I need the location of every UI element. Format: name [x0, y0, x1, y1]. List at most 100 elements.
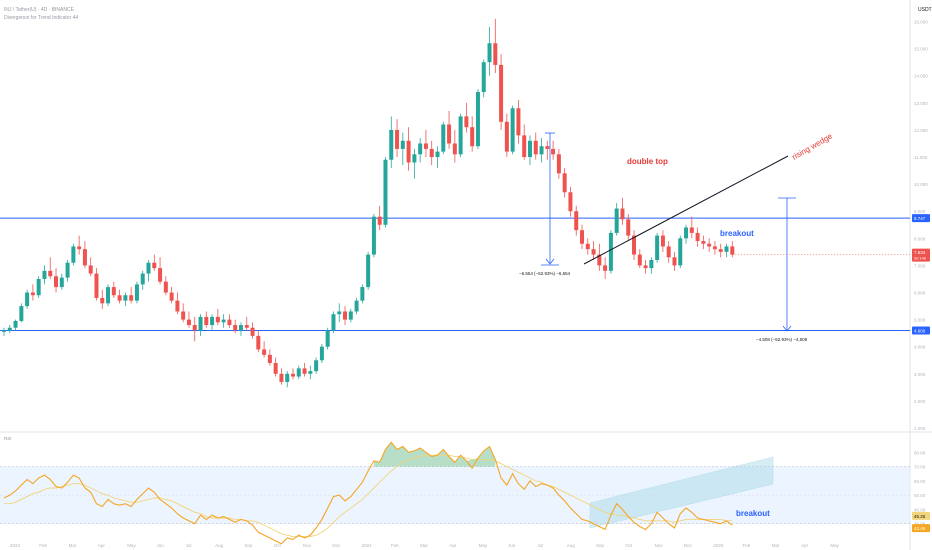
rising-wedge-line[interactable]	[583, 155, 789, 265]
candle-body[interactable]	[117, 295, 122, 301]
candle-body[interactable]	[30, 292, 35, 296]
candle-body[interactable]	[632, 235, 637, 255]
candle-body[interactable]	[527, 140, 532, 158]
candle-body[interactable]	[643, 265, 648, 269]
candle-body[interactable]	[59, 277, 64, 288]
candle-body[interactable]	[597, 254, 602, 266]
candle-body[interactable]	[88, 265, 93, 274]
candle-body[interactable]	[319, 346, 324, 361]
candle-body[interactable]	[608, 232, 613, 271]
candle-body[interactable]	[285, 373, 290, 382]
candle-body[interactable]	[718, 249, 723, 252]
candle-body[interactable]	[562, 173, 567, 193]
candle-body[interactable]	[701, 241, 706, 244]
candle-body[interactable]	[308, 371, 313, 374]
candle-body[interactable]	[678, 238, 683, 266]
candle-body[interactable]	[215, 316, 220, 323]
candle-body[interactable]	[48, 270, 53, 277]
candle-body[interactable]	[71, 246, 76, 263]
candle-body[interactable]	[539, 146, 544, 155]
candle-body[interactable]	[493, 43, 498, 65]
candle-body[interactable]	[163, 281, 168, 293]
candle-body[interactable]	[614, 208, 619, 233]
candle-body[interactable]	[724, 246, 729, 252]
candle-body[interactable]	[204, 316, 209, 326]
candle-body[interactable]	[666, 246, 671, 258]
candle-body[interactable]	[672, 257, 677, 266]
candle-body[interactable]	[435, 151, 440, 158]
candle-body[interactable]	[423, 143, 428, 149]
candle-body[interactable]	[522, 135, 527, 158]
candle-body[interactable]	[291, 373, 295, 377]
candle-body[interactable]	[730, 246, 735, 255]
candle-body[interactable]	[447, 124, 452, 144]
candle-body[interactable]	[134, 284, 139, 301]
candle-body[interactable]	[314, 360, 319, 372]
candle-body[interactable]	[580, 230, 584, 244]
candle-body[interactable]	[377, 216, 382, 225]
candle-body[interactable]	[574, 211, 579, 231]
candle-body[interactable]	[181, 311, 186, 320]
candle-body[interactable]	[383, 159, 388, 225]
candle-body[interactable]	[389, 129, 394, 160]
candle-body[interactable]	[152, 262, 157, 269]
rsi-rising-channel[interactable]	[589, 456, 774, 529]
candle-body[interactable]	[366, 254, 371, 288]
candle-body[interactable]	[475, 92, 480, 147]
candle-body[interactable]	[158, 268, 163, 282]
candle-body[interactable]	[637, 254, 642, 266]
candle-body[interactable]	[13, 320, 18, 328]
candle-body[interactable]	[684, 227, 689, 239]
candle-body[interactable]	[620, 208, 625, 220]
candle-body[interactable]	[302, 368, 307, 374]
candle-body[interactable]	[337, 311, 342, 315]
candle-body[interactable]	[585, 243, 590, 250]
candle-body[interactable]	[198, 316, 203, 331]
candle-body[interactable]	[591, 249, 596, 255]
candle-body[interactable]	[458, 116, 463, 155]
candle-body[interactable]	[360, 287, 365, 301]
candle-body[interactable]	[412, 154, 417, 163]
candle-body[interactable]	[331, 314, 336, 331]
candle-body[interactable]	[42, 270, 47, 279]
candle-body[interactable]	[140, 273, 145, 285]
candle-body[interactable]	[441, 124, 446, 152]
candle-body[interactable]	[273, 362, 278, 374]
candle-body[interactable]	[499, 64, 504, 122]
candle-body[interactable]	[233, 325, 238, 331]
candle-body[interactable]	[192, 325, 197, 331]
candle-body[interactable]	[470, 127, 475, 147]
candle-body[interactable]	[175, 300, 180, 312]
candle-body[interactable]	[325, 330, 330, 347]
candle-body[interactable]	[712, 246, 717, 250]
candle-body[interactable]	[371, 216, 376, 255]
candle-body[interactable]	[146, 262, 151, 274]
candle-body[interactable]	[343, 311, 348, 320]
candle-body[interactable]	[296, 368, 301, 377]
candle-body[interactable]	[100, 297, 105, 304]
candle-body[interactable]	[545, 146, 550, 149]
candle-body[interactable]	[655, 235, 660, 260]
candle-body[interactable]	[707, 243, 712, 247]
candle-body[interactable]	[123, 295, 128, 301]
candle-body[interactable]	[354, 300, 359, 312]
candle-body[interactable]	[221, 319, 226, 323]
candle-body[interactable]	[418, 143, 423, 155]
candle-body[interactable]	[516, 108, 521, 136]
candle-body[interactable]	[452, 143, 457, 155]
candle-body[interactable]	[256, 335, 261, 350]
candle-body[interactable]	[487, 43, 492, 63]
rsi-ma-line[interactable]	[4, 454, 733, 538]
candle-body[interactable]	[82, 249, 87, 266]
candle-body[interactable]	[244, 325, 249, 328]
candle-body[interactable]	[533, 140, 538, 155]
candle-body[interactable]	[626, 219, 631, 236]
candle-body[interactable]	[65, 262, 70, 278]
candle-body[interactable]	[395, 129, 400, 149]
candle-body[interactable]	[54, 276, 59, 288]
candle-body[interactable]	[603, 265, 608, 271]
candle-body[interactable]	[238, 325, 243, 331]
candle-body[interactable]	[77, 246, 82, 250]
candle-body[interactable]	[36, 278, 41, 296]
